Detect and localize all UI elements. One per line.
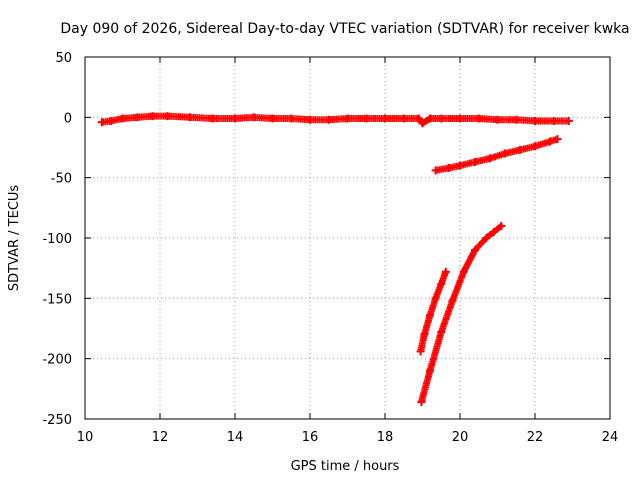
marker-trace (417, 268, 450, 355)
series-upper-arc (431, 135, 562, 175)
data-point (107, 117, 116, 125)
data-point (501, 149, 509, 158)
data-point (531, 117, 539, 125)
data-point (486, 154, 494, 163)
series-long-steep-arc (417, 221, 506, 407)
data-point (249, 113, 258, 122)
data-point (512, 115, 521, 124)
x-tick-label: 24 (602, 430, 619, 445)
data-point (418, 119, 427, 128)
data-point (97, 118, 106, 127)
x-tick-label: 10 (77, 430, 94, 445)
data-point (231, 114, 239, 123)
data-point (426, 114, 434, 123)
y-tick-label: 50 (55, 51, 72, 66)
data-point (531, 142, 539, 151)
data-point (163, 112, 172, 121)
data-point (489, 228, 498, 236)
data-point (493, 115, 502, 124)
x-tick-labels: 10 12 14 16 18 20 22 24 (77, 430, 619, 445)
data-point (420, 330, 429, 339)
x-axis-label: GPS time / hours (291, 459, 400, 474)
data-point (456, 161, 464, 170)
data-point (431, 166, 440, 175)
data-point (417, 398, 426, 407)
data-point (549, 117, 558, 125)
x-tick-label: 22 (527, 430, 544, 445)
data-point (516, 145, 524, 154)
y-tick-label: -150 (42, 292, 72, 307)
data-point (459, 267, 468, 276)
data-point (564, 117, 573, 125)
data-point (324, 115, 333, 124)
x-tick-label: 18 (377, 430, 394, 445)
data-point (208, 114, 217, 123)
data-point (437, 328, 446, 337)
data-point (553, 135, 562, 144)
y-tick-label: -200 (42, 353, 72, 368)
x-tick-label: 14 (227, 430, 244, 445)
plot-frame (84, 56, 611, 420)
series-short-steep-arc (416, 267, 450, 356)
y-tick-label: 0 (64, 111, 72, 126)
data-point (426, 366, 434, 375)
x-tick-label: 16 (302, 430, 319, 445)
data-point (306, 115, 314, 124)
data-point (343, 114, 352, 123)
y-tick-label: -100 (42, 232, 72, 247)
data-point (118, 114, 127, 123)
data-series (97, 112, 573, 407)
data-point (362, 114, 371, 123)
data-point (437, 279, 446, 288)
data-point (381, 114, 389, 123)
x-tick-label: 12 (152, 430, 169, 445)
series-main-track (97, 112, 573, 128)
y-axis-label: SDTVAR / TECUs (7, 185, 22, 292)
y-tick-label: -250 (42, 413, 72, 428)
data-point (426, 311, 434, 320)
data-point (444, 164, 453, 172)
data-point (441, 267, 450, 276)
data-point (186, 113, 194, 122)
data-point (437, 114, 446, 123)
data-point (546, 137, 554, 146)
data-point (268, 114, 277, 123)
grid-lines (85, 57, 610, 419)
data-point (456, 114, 464, 123)
data-point (482, 234, 491, 242)
data-point (471, 246, 479, 255)
axis-ticks (84, 56, 611, 420)
data-point (148, 112, 157, 121)
data-point (497, 221, 506, 230)
data-point (471, 158, 479, 166)
chart-title: Day 090 of 2026, Sidereal Day-to-day VTE… (60, 21, 629, 37)
data-point (414, 114, 423, 123)
y-tick-labels: 50 0 -50 -100 -150 -200 -250 (42, 51, 72, 428)
data-point (399, 114, 408, 123)
data-point (474, 114, 483, 123)
data-point (287, 114, 296, 123)
x-tick-label: 20 (452, 430, 469, 445)
data-point (448, 296, 457, 305)
data-point (133, 113, 142, 122)
data-point (416, 347, 425, 356)
data-point (431, 294, 440, 303)
y-tick-label: -50 (51, 172, 72, 187)
